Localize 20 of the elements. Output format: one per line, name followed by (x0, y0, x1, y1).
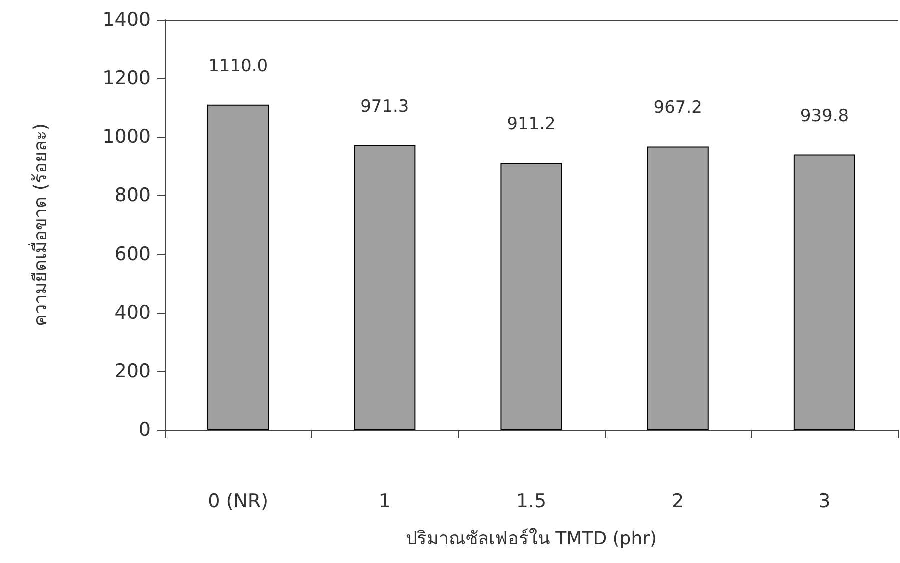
y-tick-label: 600 (114, 243, 151, 266)
x-axis-title: ปริมาณซัลเฟอร์ใน TMTD (phr) (406, 528, 658, 550)
x-tick-label: 1 (378, 490, 391, 512)
y-tick-label: 0 (138, 419, 151, 441)
data-label: 971.3 (360, 97, 410, 118)
y-tick-label: 200 (114, 360, 151, 382)
y-tick-label: 1000 (102, 126, 151, 148)
x-tick-label: 1.5 (516, 490, 547, 512)
y-tick-label: 1400 (102, 9, 151, 31)
x-tick-label: 0 (NR) (208, 490, 268, 512)
data-label: 967.2 (654, 98, 702, 118)
x-tick-label: 2 (672, 490, 684, 512)
y-tick-label: 400 (114, 302, 151, 324)
y-tick-label: 1200 (102, 68, 151, 90)
y-axis-title: ความยืดเมื่อขาด (ร้อยละ) (28, 124, 52, 326)
x-tick-label: 3 (818, 490, 831, 512)
data-label: 911.2 (507, 114, 556, 135)
y-tick-label: 800 (114, 184, 151, 207)
data-label: 1110.0 (208, 56, 268, 76)
data-label: 939.8 (800, 106, 850, 126)
